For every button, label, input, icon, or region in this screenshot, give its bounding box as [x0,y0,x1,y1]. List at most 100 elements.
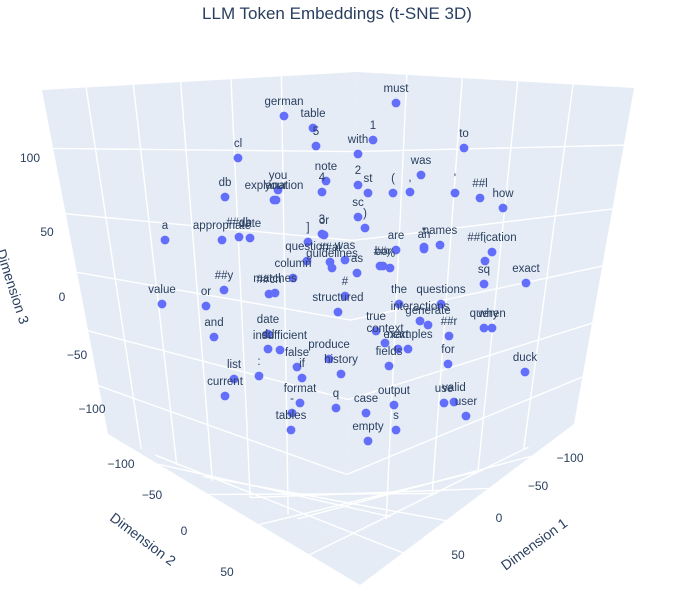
point-label: 4 [319,172,326,184]
point-marker [327,263,337,273]
point-label: valid [442,382,466,394]
point-marker [423,320,433,330]
point-label: ) [363,208,367,220]
point-label: and [204,317,223,329]
point-marker [331,403,341,413]
point-label: are [388,230,405,242]
point-marker [487,247,497,257]
point-label: query [470,308,499,320]
point-label: ##db [226,217,252,229]
grid-line [352,208,613,242]
point-marker [415,316,425,326]
grid-line [155,454,404,554]
point-label: use [435,383,454,395]
point-label: % [385,248,395,260]
point-label: note [315,161,337,173]
y-tick-label: −50 [142,488,163,502]
point-marker [371,326,381,336]
point-label: exact [512,263,540,275]
point-label: ] [306,222,309,234]
scatter-points: german must table 5 1 to cl with was note you 2 expl… [148,83,541,446]
point-label: tables [276,410,307,422]
grid-line [280,76,289,515]
point-label: date [257,314,279,326]
point-label: was [410,155,432,167]
point-marker [391,245,401,255]
point-label: examples [383,329,432,341]
point-marker [233,153,243,163]
point-label: to [459,128,469,140]
y-tick-label: 0 [181,524,188,538]
point-marker [273,185,283,195]
point-label: generate [405,305,450,317]
point-label: value [148,284,176,296]
point-marker [444,331,454,341]
point-label: column [274,258,311,270]
z-axis-title: Dimension 3 [0,247,32,326]
y-tick-label: −100 [107,457,134,471]
point-marker [375,261,385,271]
point-marker [461,411,471,421]
grid-line [477,81,519,473]
point-label: history [324,354,358,366]
z-tick-label: 50 [40,225,54,239]
point-marker [340,291,350,301]
grid-line [354,144,624,153]
point-marker [308,123,318,133]
grid-line [179,82,213,481]
point-label: you [269,170,288,182]
point-marker [405,187,415,197]
point-marker [459,143,469,153]
grid-line [132,84,178,465]
point-label: context [366,323,404,335]
point-marker [321,176,331,186]
point-marker [498,203,508,213]
grid-line [158,463,391,518]
point-marker [361,408,371,418]
point-marker [295,398,305,408]
point-marker [219,285,229,295]
point-label: true [366,311,386,323]
grid-line [385,74,408,520]
grid-line [431,78,463,496]
point-label: 3 [319,214,325,226]
z-tick-label: −50 [67,348,88,362]
grid-line [346,376,583,476]
point-marker [388,188,398,198]
point-label: questions [416,284,465,296]
point-marker [353,180,363,190]
point-label: empty [352,421,384,433]
point-marker [157,299,167,309]
point-label: " [422,227,426,239]
point-marker [394,299,404,309]
point-marker [419,244,429,254]
grid-line [297,455,532,520]
point-marker [279,111,289,121]
grid-line [53,147,355,153]
grid-line [230,79,251,498]
point-marker [384,361,394,371]
chart-title: LLM Token Embeddings (t-SNE 3D) [202,4,472,23]
point-label: ##ai [319,242,341,254]
point-marker [385,263,395,273]
point-label: as [351,253,363,265]
point-label: case [354,393,378,405]
point-label: ##y [215,270,234,282]
point-label: question [285,241,328,253]
y-axis-title: Dimension 2 [107,509,179,569]
point-label: the [391,284,407,296]
point-marker [435,240,445,250]
point-label: ##fication [467,232,516,244]
point-label: must [384,83,410,95]
point-label: or [201,286,211,298]
point-marker [380,338,390,348]
point-label: german [265,96,304,108]
point-label: fields [376,346,403,358]
point-label: ' [454,173,456,185]
point-label: matches [253,273,297,285]
floor-pane [108,424,574,585]
point-label: names [423,225,458,237]
point-marker [286,425,296,435]
point-marker [487,323,497,333]
